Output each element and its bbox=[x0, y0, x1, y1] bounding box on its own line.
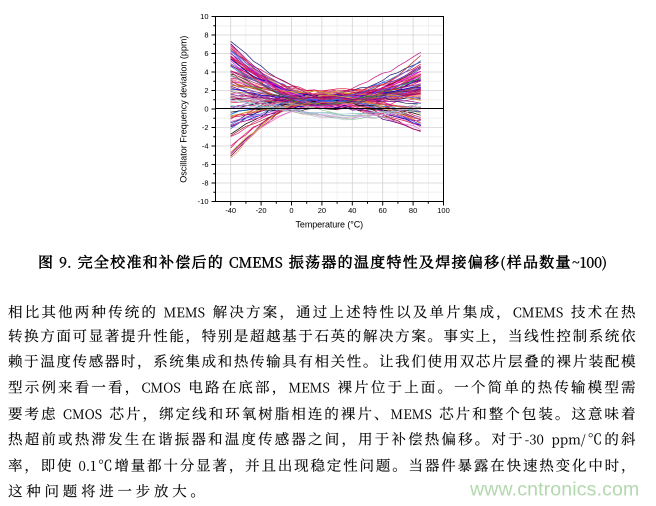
svg-text:-8: -8 bbox=[202, 179, 209, 188]
svg-text:-6: -6 bbox=[202, 160, 209, 169]
svg-text:-4: -4 bbox=[202, 142, 209, 151]
svg-text:60: 60 bbox=[379, 206, 387, 215]
svg-text:100: 100 bbox=[437, 206, 450, 215]
svg-text:0: 0 bbox=[204, 105, 208, 114]
svg-text:10: 10 bbox=[200, 12, 208, 21]
svg-text:6: 6 bbox=[204, 49, 208, 58]
svg-text:20: 20 bbox=[318, 206, 326, 215]
svg-text:Temperature (°C): Temperature (°C) bbox=[296, 220, 364, 230]
svg-text:8: 8 bbox=[204, 31, 208, 40]
svg-text:80: 80 bbox=[409, 206, 417, 215]
svg-text:2: 2 bbox=[204, 86, 208, 95]
svg-text:4: 4 bbox=[204, 68, 208, 77]
svg-text:-10: -10 bbox=[198, 197, 209, 206]
svg-text:www.cntronics.com: www.cntronics.com bbox=[469, 479, 639, 501]
svg-text:-20: -20 bbox=[256, 206, 267, 215]
svg-text:-40: -40 bbox=[225, 206, 236, 215]
svg-text:Oscillator Frequency deviation: Oscillator Frequency deviation (ppm) bbox=[179, 36, 189, 183]
svg-text:0: 0 bbox=[289, 206, 293, 215]
svg-text:40: 40 bbox=[348, 206, 356, 215]
svg-text:-2: -2 bbox=[202, 123, 209, 132]
